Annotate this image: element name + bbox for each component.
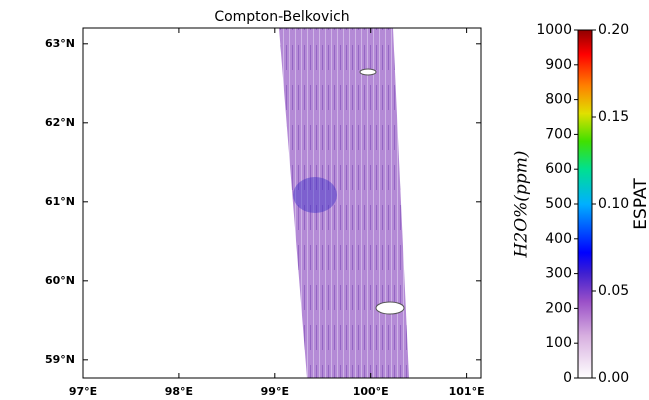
colorbar-tick-label: 400 — [545, 231, 572, 247]
colorbar-tick-label: 0.05 — [598, 283, 629, 299]
anomaly — [359, 68, 377, 76]
colorbar-tick-label: 0.15 — [598, 109, 629, 125]
x-tick-label: 101°E — [449, 385, 485, 398]
colorbar-tick-label: 900 — [545, 57, 572, 73]
swath — [279, 28, 409, 378]
colorbar-tick-label: 0.00 — [598, 370, 629, 386]
x-tick-label: 100°E — [353, 385, 389, 398]
colorbar-tick-label: 1000 — [536, 22, 572, 38]
colorbar-tick-label: 200 — [545, 300, 572, 316]
swath-image — [279, 28, 409, 378]
colorbar-tick-label: 300 — [545, 266, 572, 282]
anomaly — [293, 177, 337, 213]
y-tick-label: 60°N — [45, 274, 75, 287]
colorbar-tick-label: 700 — [545, 126, 572, 142]
colorbar-tick-label: 800 — [545, 92, 572, 108]
map-title: Compton-Belkovich — [214, 9, 349, 25]
y-tick-label: 61°N — [45, 195, 75, 208]
colorbar-tick-label: 0.10 — [598, 196, 629, 212]
colorbar-tick-label: 500 — [545, 196, 572, 212]
colorbar-tick-label: 600 — [545, 161, 572, 177]
map-frame — [82, 27, 482, 379]
x-tick-label: 97°E — [69, 385, 97, 398]
colorbar-tick-label: 0.20 — [598, 22, 629, 38]
colorbar-tick-label: 0 — [563, 370, 572, 386]
y-tick-label: 62°N — [45, 116, 75, 129]
colorbar-label-left: H2O%(ppm) — [512, 151, 532, 259]
colorbar-label-right: ESPAT — [631, 178, 649, 230]
colorbar — [577, 29, 593, 379]
colorbar-tick-label: 100 — [545, 335, 572, 351]
y-tick-label: 63°N — [45, 37, 75, 50]
anomaly — [375, 301, 405, 315]
y-tick-label: 59°N — [45, 353, 75, 366]
x-tick-label: 99°E — [261, 385, 289, 398]
x-tick-label: 98°E — [165, 385, 193, 398]
